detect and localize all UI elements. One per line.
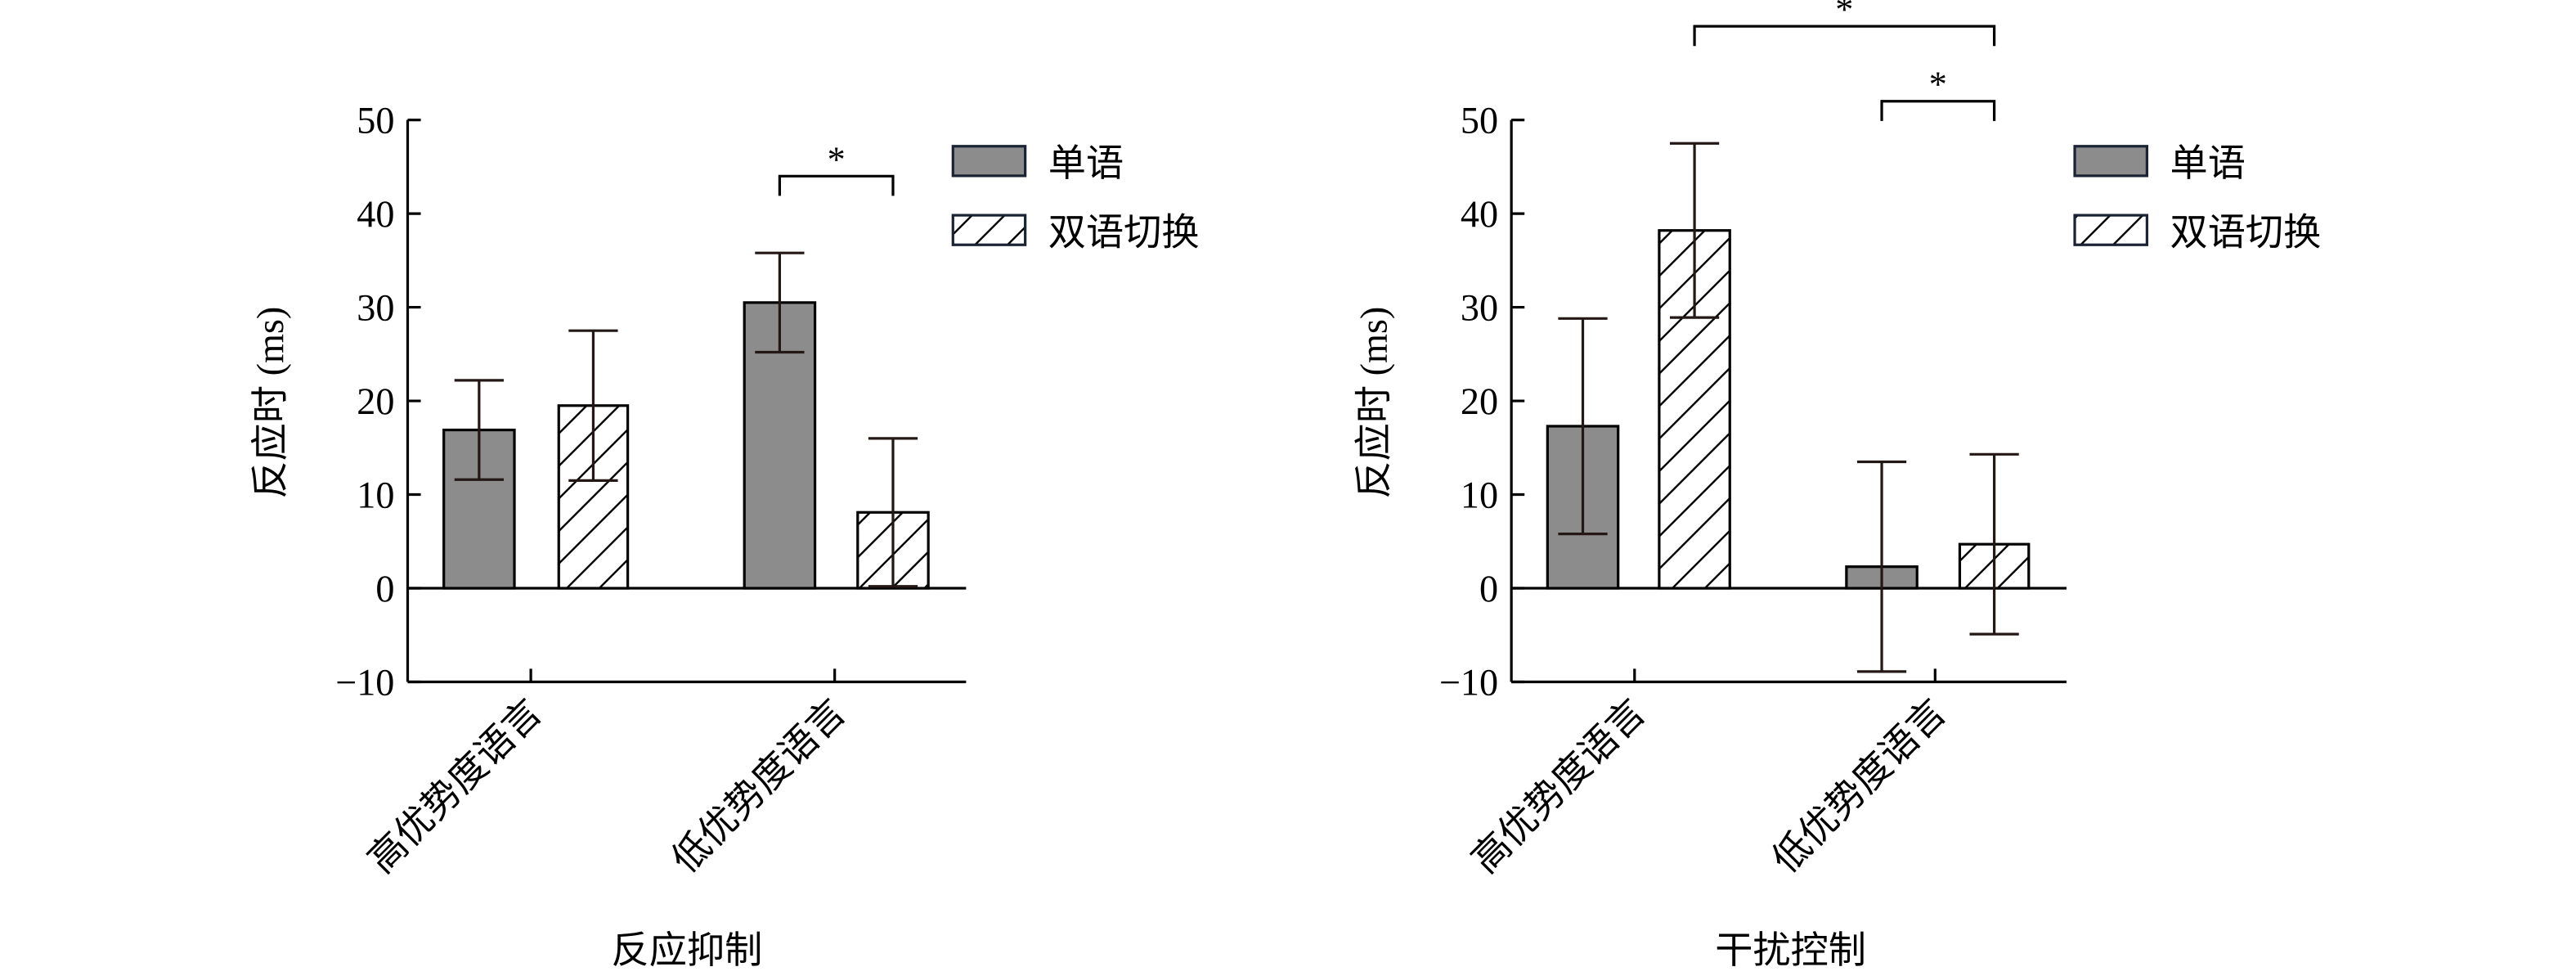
y-tick-label: 10 (1461, 475, 1498, 516)
y-tick-label: 40 (1461, 193, 1498, 235)
category-label: 高优势度语言 (360, 691, 550, 881)
legend-label: 单语 (2170, 142, 2246, 184)
significance-bracket (778, 174, 895, 196)
legend-label: 单语 (1048, 142, 1124, 184)
significance-star: * (1929, 65, 1947, 105)
y-tick-label: 50 (1461, 100, 1498, 142)
legend-swatch (2073, 214, 2149, 246)
x-axis-title: 干扰控制 (1715, 929, 1866, 971)
legend-swatch (2073, 145, 2149, 178)
category-label: 低优势度语言 (664, 691, 854, 881)
y-tick-label: 40 (357, 193, 394, 235)
y-tick-label: 0 (375, 568, 394, 609)
significance-bracket (1880, 100, 1996, 121)
y-tick-label: 10 (357, 475, 394, 516)
y-tick-label: 30 (357, 287, 394, 329)
y-tick-label: −10 (335, 662, 394, 704)
legend-label: 双语切换 (1048, 211, 1200, 253)
significance-bracket (1693, 25, 1996, 47)
significance-star: * (1835, 0, 1853, 29)
category-label: 高优势度语言 (1464, 691, 1654, 881)
legend-swatch (951, 145, 1027, 178)
category-label: 低优势度语言 (1764, 691, 1954, 881)
y-axis-label: 反应时 (ms) (1353, 307, 1395, 499)
legend-label: 双语切换 (2170, 211, 2322, 253)
y-tick-label: 0 (1479, 568, 1498, 609)
y-tick-label: 30 (1461, 287, 1498, 329)
y-axis-label: 反应时 (ms) (249, 307, 291, 499)
legend-swatch (951, 214, 1027, 246)
y-tick-label: 50 (357, 100, 394, 142)
y-tick-label: 20 (357, 380, 394, 422)
x-axis-title: 反应抑制 (612, 929, 763, 971)
y-tick-label: −10 (1439, 662, 1498, 704)
significance-star: * (828, 139, 846, 179)
y-tick-label: 20 (1461, 380, 1498, 422)
